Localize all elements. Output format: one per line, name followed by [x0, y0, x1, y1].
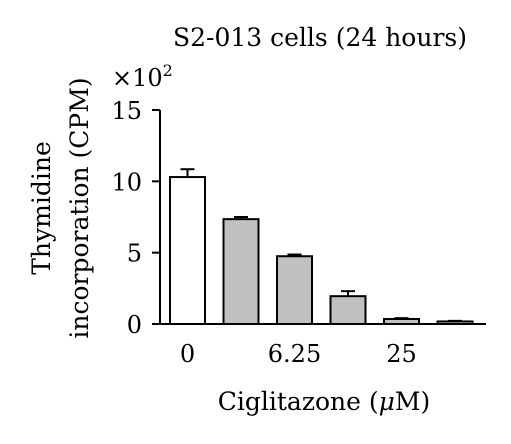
- bar: [436, 320, 474, 326]
- y-ticks: 0 5 10 15: [111, 97, 160, 339]
- x-tick-labels: 0 6.25 25: [180, 340, 417, 368]
- bar: [169, 176, 206, 325]
- chart-title: S2-013 cells (24 hours): [173, 23, 467, 52]
- bar: [276, 255, 313, 326]
- y-multiplier: ×102: [112, 61, 173, 92]
- y-tick-label: 5: [127, 240, 142, 268]
- bars: [169, 168, 474, 326]
- y-multiplier-exp: 2: [163, 61, 173, 80]
- x-axis-label-mu: μ: [379, 387, 395, 416]
- y-axis-label: Thymidine incorporation (CPM): [27, 77, 94, 338]
- x-tick-label: 6.25: [268, 340, 321, 368]
- y-tick-label: 0: [127, 311, 142, 339]
- y-tick-label: 10: [111, 168, 142, 196]
- bar: [222, 218, 260, 325]
- y-axis-label-line1: Thymidine: [27, 141, 56, 275]
- x-tick-label: 0: [180, 340, 195, 368]
- y-tick-label: 15: [111, 97, 142, 125]
- x-axis-label: Ciglitazone (μM): [218, 387, 431, 416]
- y-axis-label-line2: incorporation (CPM): [65, 77, 94, 338]
- bar: [329, 295, 367, 325]
- x-tick-label: 25: [386, 340, 417, 368]
- bar: [383, 318, 420, 325]
